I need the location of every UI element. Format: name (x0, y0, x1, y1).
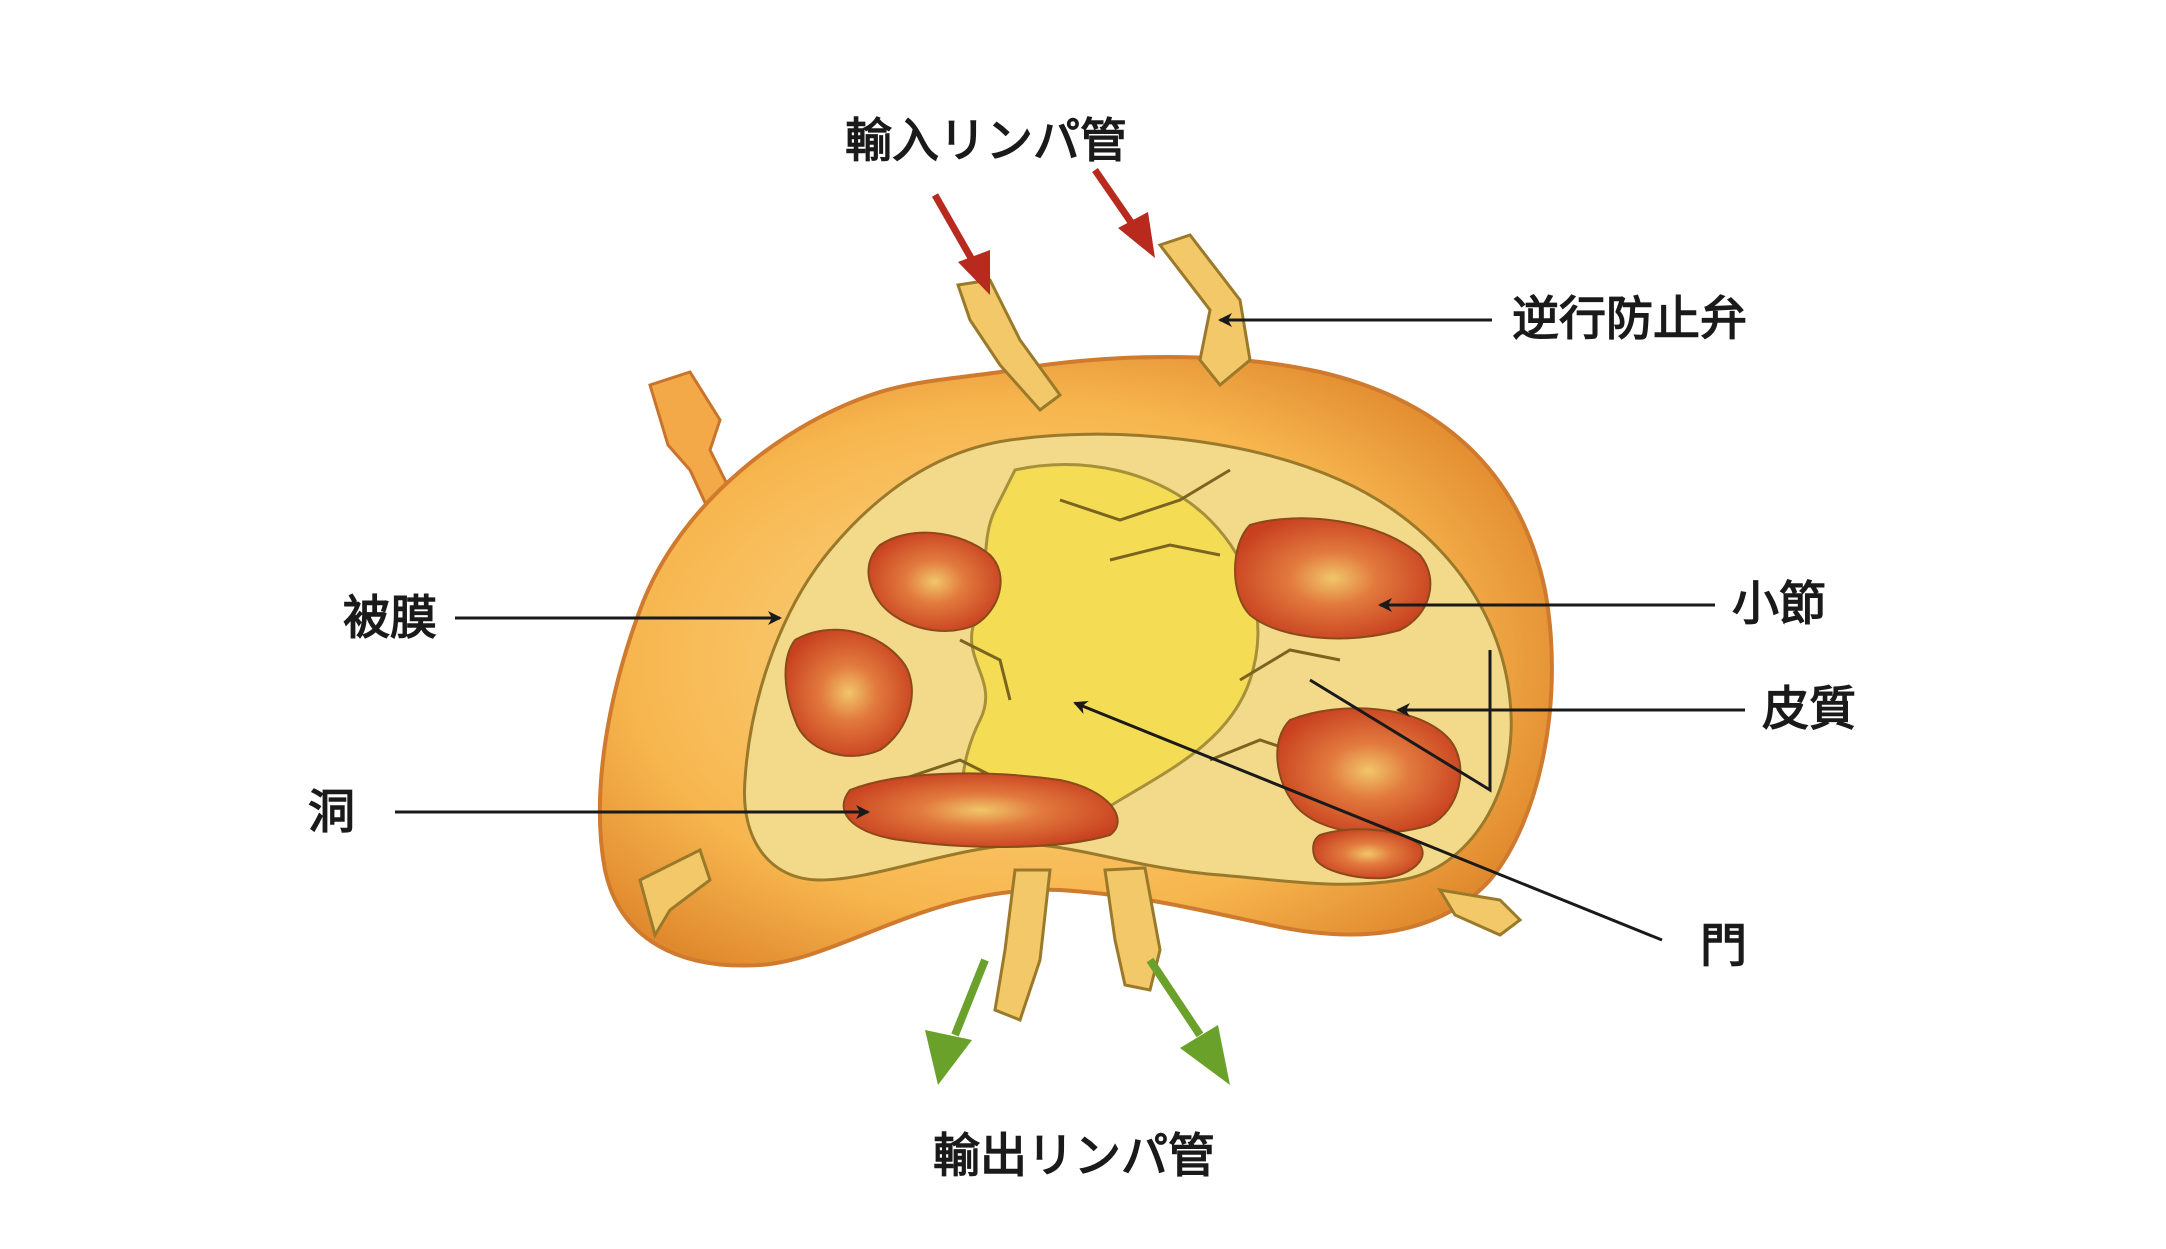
cortex-bracket (1309, 650, 1492, 793)
capsule-label: 被膜 (343, 591, 437, 646)
nodule-label: 小節 (1732, 577, 1826, 632)
afferent-vessel-left (956, 278, 1063, 413)
efferent-vessel-left (993, 868, 1052, 1022)
lymph-node-illustration (597, 233, 1554, 1022)
hilum-leader (1073, 701, 1663, 942)
valve-label: 逆行防止弁 (1512, 292, 1747, 347)
nodule (867, 531, 1002, 632)
nodule (1312, 828, 1424, 880)
side-outlet-left (638, 847, 712, 939)
nodule (842, 772, 1119, 848)
cortex-label: 皮質 (1762, 682, 1856, 737)
arrow-down-icon (925, 958, 989, 1085)
afferent-flow-arrows (931, 168, 1155, 295)
efferent-vessel-right (1103, 866, 1162, 992)
nodule (784, 628, 913, 757)
leader-lines (395, 313, 1745, 942)
arrow-down-icon (1146, 957, 1230, 1085)
efferent-lymph-vessel-label: 輸出リンパ管 (933, 1129, 1215, 1184)
arrow-down-right-icon (931, 193, 990, 295)
nodule (1276, 707, 1462, 835)
hilum-label: 門 (1700, 919, 1747, 974)
side-outlet-right (1437, 887, 1523, 937)
efferent-flow-arrows (925, 957, 1230, 1085)
sinus-label: 洞 (308, 785, 355, 840)
arrow-down-right-icon (1092, 168, 1155, 258)
nodules (784, 517, 1462, 880)
afferent-lymph-vessel-label: 輸入リンパ管 (845, 114, 1127, 169)
afferent-vessel-right (1157, 233, 1252, 388)
